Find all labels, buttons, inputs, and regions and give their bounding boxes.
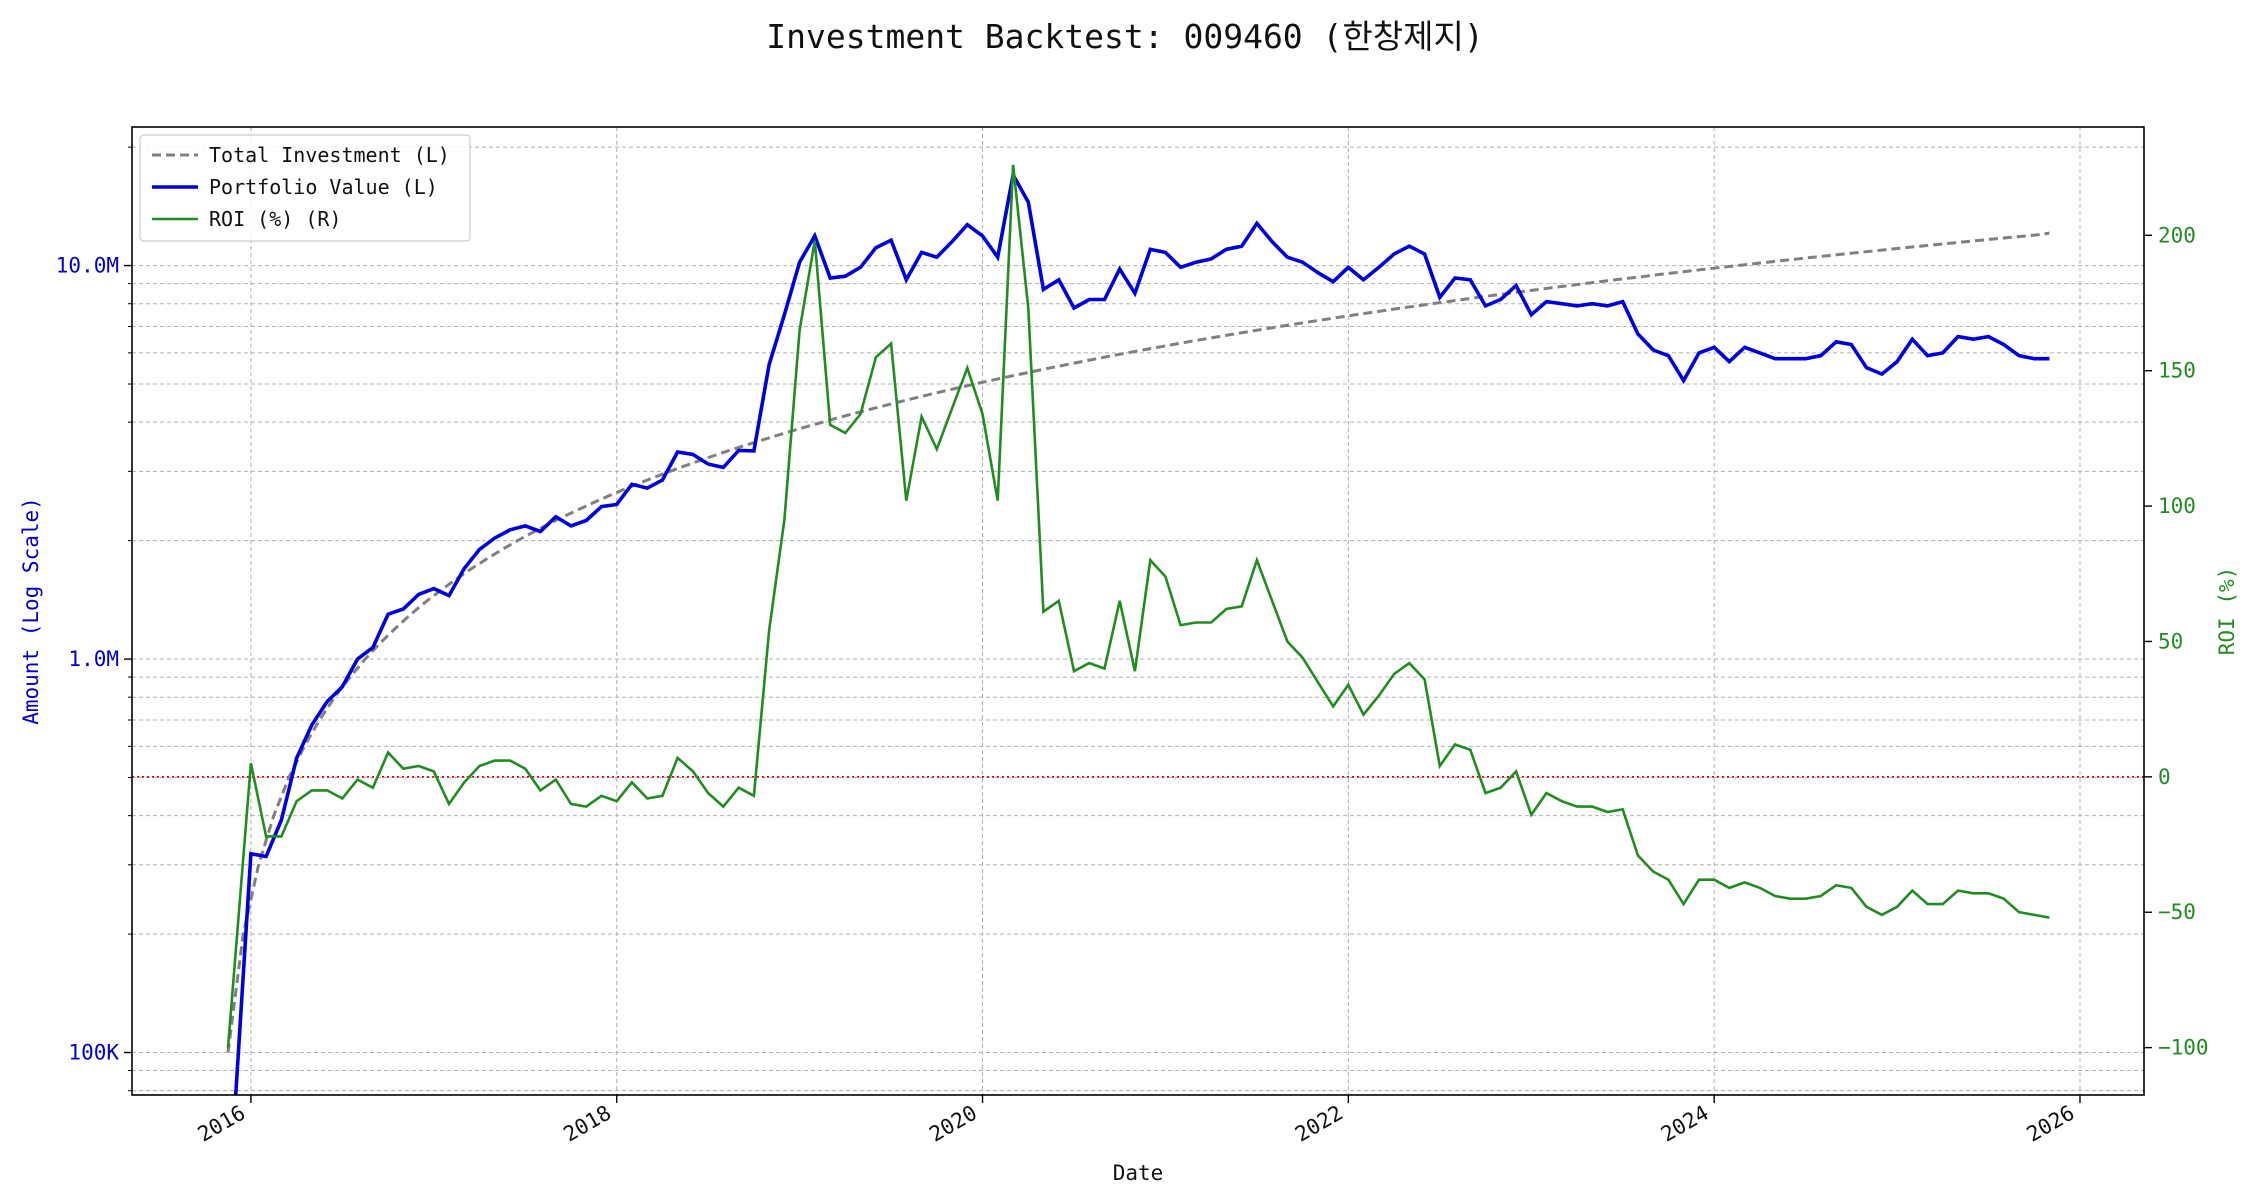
y-right-tick-label--50: −50 [2158, 900, 2196, 924]
chart-title: Investment Backtest: 009460 (한창제지) [766, 17, 1483, 56]
legend-label-roi: ROI (%) (R) [209, 207, 341, 231]
y-right-tick-label-200: 200 [2158, 223, 2196, 247]
y-right-tick-label-0: 0 [2158, 765, 2171, 789]
legend-box [139, 134, 471, 242]
grid-lines [132, 127, 2144, 1095]
series-line-portfolio-value [233, 169, 2050, 1096]
x-axis-ticks: 2016 2018 2020 2022 2024 2026 [194, 1095, 2081, 1147]
y-left-tick-label-100K: 100K [68, 1041, 119, 1065]
y-left-tick-label-1.0M: 1.0M [68, 647, 119, 671]
legend-label-portfolio-value: Portfolio Value (L) [209, 175, 438, 199]
x-tick-label-2018: 2018 [559, 1101, 615, 1147]
y-right-axis-label: ROI (%) [2215, 567, 2239, 656]
x-tick-label-2020: 2020 [925, 1101, 981, 1147]
x-tick-label-2022: 2022 [1291, 1101, 1347, 1147]
x-tick-label-2024: 2024 [1657, 1101, 1713, 1147]
legend-label-total-investment: Total Investment (L) [209, 143, 450, 167]
y-right-tick-label--100: −100 [2158, 1036, 2209, 1060]
x-tick-label-2016: 2016 [194, 1101, 250, 1147]
y-right-tick-label-50: 50 [2158, 629, 2183, 653]
y-right-tick-label-100: 100 [2158, 494, 2196, 518]
series-line-total-investment [226, 231, 2050, 1053]
series-line-roi [226, 164, 2050, 1048]
y-left-axis-ticks: 100K 1.0M 10.0M [56, 146, 132, 1092]
y-left-tick-label-10.0M: 10.0M [56, 254, 119, 278]
legend: Total Investment (L) Portfolio Value (L)… [139, 134, 471, 242]
y-left-axis-label: Amount (Log Scale) [19, 497, 43, 725]
series-layer [226, 164, 2050, 1096]
x-axis-label: Date [1113, 1161, 1164, 1185]
y-right-tick-label-150: 150 [2158, 359, 2196, 383]
x-tick-label-2026: 2026 [2023, 1101, 2079, 1147]
plot-frame [131, 126, 2145, 1096]
y-right-axis-ticks: −100 −50 0 50 100 150 200 [2144, 223, 2209, 1060]
